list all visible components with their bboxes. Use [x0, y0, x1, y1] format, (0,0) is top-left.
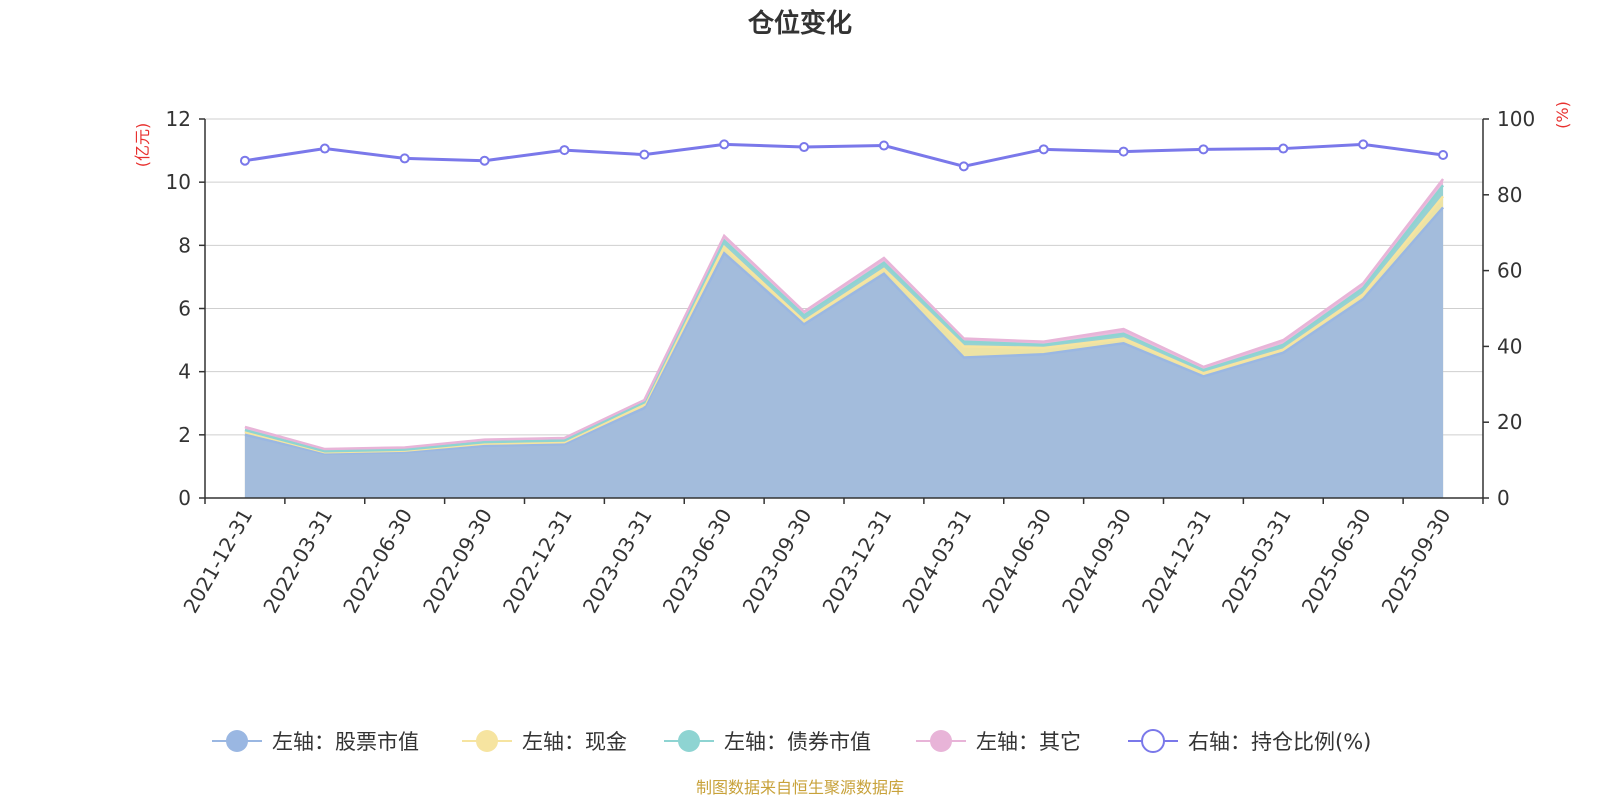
area-edge-左轴：股票市值	[244, 206, 1445, 456]
x-tick-label: 2022-12-31	[498, 505, 577, 618]
legend-label: 左轴：其它	[976, 730, 1081, 754]
x-tick-label: 2022-03-31	[258, 505, 337, 618]
left-tick-label: 8	[178, 233, 191, 257]
x-tick-label: 2023-06-30	[658, 505, 737, 618]
ratio-point	[1438, 150, 1449, 161]
stacked-areas	[244, 178, 1445, 499]
area-edge-左轴：其它	[244, 178, 1445, 451]
data-source-note: 制图数据来自恒生聚源数据库	[696, 778, 904, 797]
right-tick-label: 40	[1497, 334, 1522, 358]
x-tick-label: 2021-12-31	[178, 505, 257, 618]
legend-marker	[476, 730, 498, 752]
left-tick-label: 10	[166, 170, 191, 194]
ratio-point	[399, 153, 410, 164]
x-tick-label: 2022-06-30	[338, 505, 417, 618]
area-左轴：股票市值	[244, 207, 1444, 498]
left-tick-label: 12	[166, 107, 191, 131]
area-edge-左轴：现金	[244, 195, 1445, 454]
left-tick-label: 0	[178, 486, 191, 510]
ratio-point	[878, 140, 889, 151]
ratio-point	[1198, 144, 1209, 155]
x-tick-label: 2024-09-30	[1057, 505, 1136, 618]
ratio-point	[1358, 139, 1369, 150]
legend-marker	[226, 730, 248, 752]
legend-marker	[678, 730, 700, 752]
x-tick-label: 2022-09-30	[418, 505, 497, 618]
ratio-point	[639, 149, 650, 160]
legend-label: 右轴：持仓比例(%)	[1188, 730, 1371, 754]
ratio-point	[559, 145, 570, 156]
x-tick-label: 2023-09-30	[737, 505, 816, 618]
right-tick-label: 20	[1497, 410, 1522, 434]
holding-ratio-line	[239, 139, 1449, 172]
right-tick-label: 60	[1497, 259, 1522, 283]
legend: 左轴：股票市值 左轴：现金 左轴：债券市值 左轴：其它 右轴：持仓比例(%)	[212, 729, 1371, 754]
legend-label: 左轴：股票市值	[272, 730, 419, 754]
x-tick-label: 2023-12-31	[817, 505, 896, 618]
ratio-point	[1038, 144, 1049, 155]
right-tick-label: 100	[1497, 107, 1535, 131]
left-axis-unit: (亿元)	[133, 123, 152, 168]
left-tick-label: 6	[178, 297, 191, 321]
chart-title: 仓位变化	[747, 8, 852, 39]
x-tick-label: 2025-09-30	[1376, 505, 1455, 618]
ratio-point	[479, 155, 490, 166]
x-tick-label: 2025-06-30	[1297, 505, 1376, 618]
ratio-line-path	[244, 142, 1444, 168]
x-tick-label: 2024-12-31	[1137, 505, 1216, 618]
legend-marker	[930, 730, 952, 752]
ratio-point	[958, 161, 969, 172]
legend-label: 左轴：债券市值	[724, 730, 871, 754]
area-edge-左轴：债券市值	[244, 184, 1445, 453]
ratio-point	[799, 142, 810, 153]
right-tick-label: 0	[1497, 486, 1510, 510]
right-axis-unit: (%)	[1553, 101, 1572, 129]
x-tick-label: 2025-03-31	[1217, 505, 1296, 618]
legend-marker	[1141, 729, 1165, 753]
left-tick-label: 2	[178, 423, 191, 447]
ratio-point	[1278, 143, 1289, 154]
ratio-point	[1118, 146, 1129, 157]
ratio-point	[719, 139, 730, 150]
x-tick-label: 2024-03-31	[897, 505, 976, 618]
ratio-point	[239, 155, 250, 166]
right-tick-label: 80	[1497, 183, 1522, 207]
ratio-point	[319, 143, 330, 154]
left-tick-label: 4	[178, 360, 191, 384]
x-tick-label: 2024-06-30	[977, 505, 1056, 618]
legend-label: 左轴：现金	[522, 730, 627, 754]
x-tick-label: 2023-03-31	[578, 505, 657, 618]
